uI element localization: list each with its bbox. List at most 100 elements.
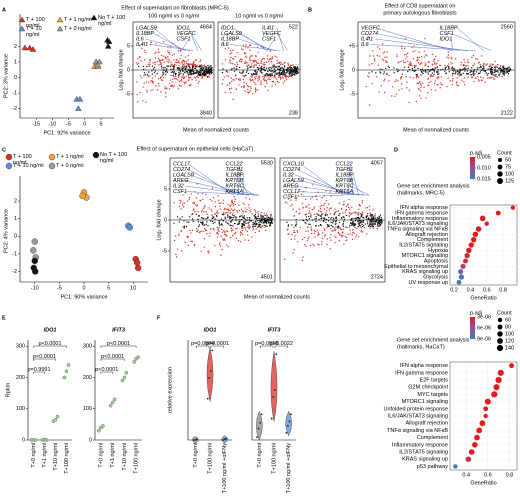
ma-point — [401, 47, 403, 49]
gene-label: KRT6C — [226, 183, 244, 189]
ma-point — [330, 221, 332, 224]
ma-point — [201, 193, 204, 195]
ma-point — [262, 222, 264, 224]
ma-point — [260, 227, 262, 229]
ma-point — [215, 214, 218, 217]
ma-point — [409, 63, 411, 66]
ma-point — [174, 78, 176, 80]
point — [122, 375, 127, 380]
ma-point — [225, 212, 227, 214]
ma-point — [459, 74, 461, 77]
point — [110, 400, 115, 405]
ma-point — [261, 211, 263, 214]
ma-point — [480, 79, 483, 81]
ma-point — [376, 220, 378, 222]
ma-point — [500, 70, 502, 72]
ma-point — [249, 86, 252, 88]
ma-point — [358, 222, 360, 224]
ma-point — [231, 52, 233, 54]
ma-point — [232, 217, 234, 219]
ma-point — [137, 101, 139, 103]
ma-point — [270, 67, 272, 69]
ma-point — [459, 72, 461, 74]
ma-point — [492, 76, 494, 79]
ma-point — [409, 62, 411, 64]
ma-point — [308, 204, 310, 206]
ma-point — [440, 83, 442, 85]
ma-point — [305, 245, 307, 247]
ma-point — [246, 226, 248, 228]
ma-point — [139, 75, 142, 77]
ma-point — [157, 51, 159, 53]
ma-point — [250, 79, 252, 82]
gene-label: IL18BP — [226, 172, 244, 178]
ma-point — [258, 224, 260, 226]
ma-point — [370, 220, 372, 223]
y-tick-label: 5 — [164, 186, 167, 192]
ma-point — [433, 73, 435, 76]
ma-point — [189, 85, 191, 87]
ma-point — [269, 73, 271, 75]
ma-point — [324, 214, 327, 217]
ma-point — [329, 191, 331, 193]
x-tick-label: 0.2 — [450, 287, 458, 293]
ma-point — [214, 245, 216, 247]
ma-point — [242, 212, 244, 214]
ma-point — [342, 212, 344, 214]
ma-point — [183, 66, 185, 68]
ma-point — [260, 68, 263, 71]
ma-point — [264, 69, 266, 72]
ma-point — [372, 223, 374, 225]
ma-point — [356, 227, 358, 230]
ma-point — [167, 60, 169, 63]
ma-point — [177, 76, 180, 79]
y-tick-label: 0 — [127, 67, 130, 73]
ma-point — [374, 215, 376, 217]
ma-point — [413, 70, 415, 72]
ma-point — [263, 212, 265, 215]
point — [66, 363, 71, 367]
gene-label: AREG — [282, 183, 299, 189]
ma-point — [254, 70, 256, 72]
ma-point — [508, 70, 510, 72]
ma-point — [338, 214, 340, 217]
ma-point — [161, 59, 164, 61]
ma-point — [404, 38, 406, 40]
ma-point — [230, 87, 233, 89]
ma-point — [211, 187, 214, 189]
ma-point — [469, 71, 471, 73]
ma-point — [294, 235, 296, 237]
ma-point — [502, 67, 504, 69]
ma-point — [310, 228, 312, 230]
ma-point — [209, 70, 211, 72]
gene-pointer — [350, 180, 365, 196]
plot-title: IDO1 — [44, 327, 57, 333]
ma-point — [242, 210, 244, 212]
x-tick-label: T+10 ng/ml — [53, 443, 59, 471]
ma-point — [420, 90, 422, 92]
size-key — [497, 317, 503, 323]
ma-point — [162, 55, 165, 57]
term-label: Hypoxia — [428, 248, 449, 254]
ma-point — [187, 63, 190, 66]
size-key — [497, 331, 503, 337]
ma-point — [296, 230, 298, 232]
ma-point — [230, 221, 232, 223]
size-key — [497, 171, 503, 177]
ma-point — [275, 72, 277, 74]
ma-point — [337, 232, 339, 234]
ma-point — [170, 74, 172, 77]
ma-point — [290, 71, 292, 73]
ma-point — [216, 215, 218, 217]
ma-point — [310, 232, 313, 235]
ma-point — [352, 229, 354, 231]
ma-point — [245, 83, 248, 85]
ma-point — [431, 75, 433, 77]
gene-label: CSF1 — [173, 189, 187, 195]
gene-pointer — [238, 38, 276, 51]
ma-point — [179, 218, 181, 220]
p-value: p=0.0022 — [270, 341, 293, 347]
ma-point — [277, 68, 279, 70]
ma-point — [150, 89, 152, 91]
y-tick-label: 300 — [16, 344, 25, 350]
